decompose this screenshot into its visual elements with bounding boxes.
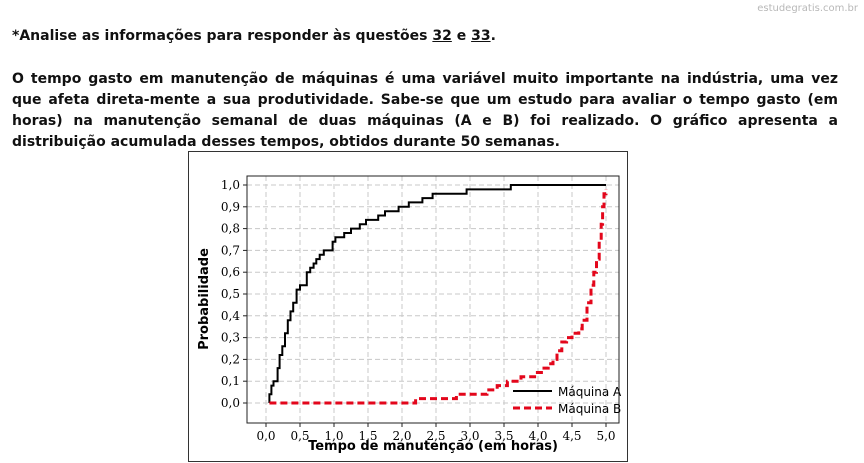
- legend-label-maquina-b: Máquina B: [558, 402, 621, 416]
- chart-grid: [247, 176, 619, 423]
- chart-series: [268, 184, 608, 405]
- y-tick-label: 0,2: [221, 352, 240, 366]
- y-tick-label: 0,7: [221, 243, 240, 257]
- cumulative-distribution-chart: 0,0 0,5 1,0 1,5 2,0 2,5 3,0 3,5 4,0 4,5 5,0 0,0 0,1 0…: [197, 175, 622, 454]
- x-tick-label: 0,5: [290, 429, 309, 443]
- x-tick-label: 2,5: [426, 429, 445, 443]
- x-tick-label: 1,0: [324, 429, 343, 443]
- x-tick-label: 3,0: [460, 429, 479, 443]
- context-paragraph: O tempo gasto em manutenção de máquinas …: [12, 71, 838, 150]
- x-tick-label: 5,0: [596, 429, 615, 443]
- y-tick-label: 1,0: [221, 178, 240, 192]
- legend-label-maquina-a: Máquina A: [558, 385, 622, 399]
- chart-axis-ticks: 0,0 0,5 1,0 1,5 2,0 2,5 3,0 3,5 4,0 4,5 5,0 0,0 0,1 0…: [221, 178, 616, 443]
- x-tick-label: 3,5: [494, 429, 513, 443]
- site-watermark: estudegratis.com.br: [757, 3, 858, 14]
- heading-suffix: .: [490, 28, 496, 44]
- x-axis-label: Tempo de manutenção (em horas): [308, 439, 558, 454]
- plot-area-border: [246, 175, 620, 424]
- x-tick-label: 4,0: [528, 429, 547, 443]
- instructions-heading: *Analise as informações para responder à…: [12, 28, 496, 44]
- y-tick-label: 0,4: [221, 309, 240, 323]
- x-tick-label: 1,5: [358, 429, 377, 443]
- heading-conjunction: e: [451, 28, 472, 44]
- x-tick-label: 4,5: [562, 429, 581, 443]
- y-tick-label: 0,3: [221, 331, 240, 345]
- y-tick-label: 0,9: [221, 200, 240, 214]
- x-tick-label: 2,0: [392, 429, 411, 443]
- y-tick-label: 0,8: [221, 222, 240, 236]
- series-line-maquina-b: [269, 189, 608, 405]
- y-tick-label: 0,5: [221, 287, 240, 301]
- x-tick-label: 0,0: [256, 429, 275, 443]
- y-tick-label: 0,0: [221, 396, 240, 410]
- series-line-maquina-a: [268, 184, 606, 403]
- question-number-32: 32: [432, 28, 452, 44]
- y-tick-label: 0,6: [221, 265, 240, 279]
- y-axis-label: Probabilidade: [197, 248, 212, 350]
- question-number-33: 33: [471, 28, 491, 44]
- y-tick-label: 0,1: [221, 374, 240, 388]
- chart-legend: Máquina A Máquina B: [513, 385, 622, 416]
- heading-prefix: *Analise as informações para responder à…: [12, 28, 433, 44]
